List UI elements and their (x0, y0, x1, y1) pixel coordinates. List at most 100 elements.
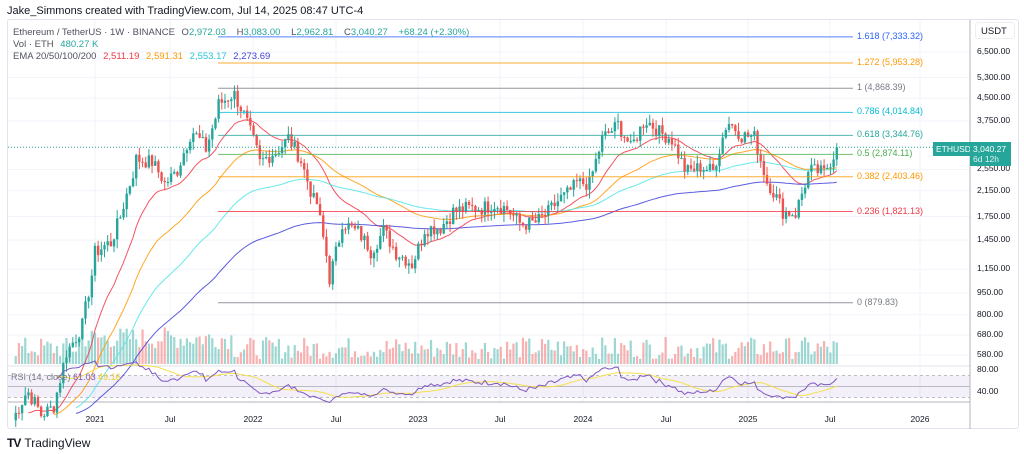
candle-body (74, 342, 78, 344)
candle-body (781, 198, 785, 219)
volume-bar (680, 345, 683, 364)
candle (192, 127, 195, 150)
candle (581, 171, 585, 187)
volume-bar (772, 351, 775, 364)
candle (493, 201, 496, 219)
volume-bar (122, 332, 125, 364)
candle (30, 389, 33, 406)
currency-button[interactable]: USDT (975, 22, 1015, 39)
candle-body (689, 165, 693, 169)
candle (775, 186, 778, 201)
volume-bar (296, 350, 299, 364)
volume-bar (255, 355, 258, 364)
candle-body (43, 416, 46, 418)
candle-body (115, 218, 119, 240)
candle (769, 178, 772, 195)
candle-body (356, 226, 360, 229)
candle (407, 258, 411, 274)
candle-body (765, 175, 769, 184)
candle-body (306, 169, 309, 182)
candle (626, 136, 629, 143)
candle (461, 203, 464, 219)
candle (331, 258, 334, 290)
symbol-price-tag: ETHUSDT (933, 142, 980, 156)
volume-bar (74, 351, 78, 364)
volume-bar (112, 345, 116, 364)
candle (185, 148, 189, 162)
candle (702, 166, 705, 180)
candle-body (683, 157, 686, 172)
volume-bar (604, 345, 607, 364)
volume-bar (670, 358, 674, 364)
volume-bar (344, 347, 347, 364)
volume-bar (410, 353, 414, 364)
candle-body (93, 245, 97, 276)
volume-bar (702, 346, 705, 364)
candle-body (727, 123, 731, 130)
price-axis-label: 5,300.00 (977, 71, 1011, 82)
candle-body (401, 256, 404, 258)
candle-body (670, 138, 674, 145)
volume-bar (176, 347, 179, 364)
volume-bar (17, 343, 21, 364)
candle (439, 227, 442, 236)
volume-bar (309, 355, 312, 364)
candle (597, 150, 601, 165)
volume-bar (585, 350, 588, 364)
volume-bar (401, 351, 404, 364)
candle (826, 163, 829, 170)
volume-bar (258, 358, 261, 364)
volume-bar (528, 338, 531, 364)
ema-label[interactable]: EMA 20/50/100/200 (13, 51, 97, 62)
candle (572, 178, 575, 197)
candle-body (518, 213, 521, 223)
candle (176, 170, 179, 178)
volume-bar (490, 358, 493, 364)
volume-bar (144, 341, 147, 364)
symbol-name[interactable]: Ethereum / TetherUS · 1W · BINANCE (13, 27, 175, 38)
candle (610, 127, 613, 134)
candle (534, 212, 537, 223)
candle-body (258, 145, 262, 160)
price-axis-label: 950.00 (977, 287, 1003, 298)
volume-bar (683, 356, 686, 364)
candle-body (125, 193, 128, 210)
candle-body (480, 210, 483, 215)
volume-bar (30, 351, 33, 364)
candle (423, 229, 426, 248)
rsi-label[interactable]: RSI (14, close) (11, 372, 71, 382)
volume-bar (575, 345, 578, 364)
candle-body (407, 263, 411, 266)
volume-bar (318, 358, 322, 364)
candle-body (325, 236, 328, 256)
candle (261, 151, 265, 166)
candle-body (220, 99, 223, 103)
candle-body (39, 406, 43, 417)
candle-body (233, 90, 236, 100)
candle-body (185, 150, 189, 154)
high-value: 3,083.00 (243, 27, 281, 38)
volume-bar (531, 353, 534, 364)
candle (797, 199, 800, 220)
candle (223, 93, 227, 109)
candle-body (442, 224, 445, 234)
volume-bar (616, 353, 620, 364)
candle-body (363, 235, 366, 241)
candle-body (566, 187, 569, 193)
candle (594, 152, 598, 174)
volume-bar (477, 358, 480, 364)
candle (353, 222, 357, 231)
volume-bar (27, 352, 30, 364)
volume-bar (131, 329, 135, 364)
candle (179, 162, 182, 179)
volume-bar (832, 341, 835, 364)
volume-bar (315, 343, 318, 364)
candle-body (144, 162, 147, 168)
volume-label[interactable]: Vol · ETH (13, 39, 54, 50)
candle (20, 404, 24, 421)
volume-bar (718, 339, 721, 364)
candle (163, 177, 166, 191)
candle (77, 336, 81, 347)
volume-bar (769, 341, 772, 364)
